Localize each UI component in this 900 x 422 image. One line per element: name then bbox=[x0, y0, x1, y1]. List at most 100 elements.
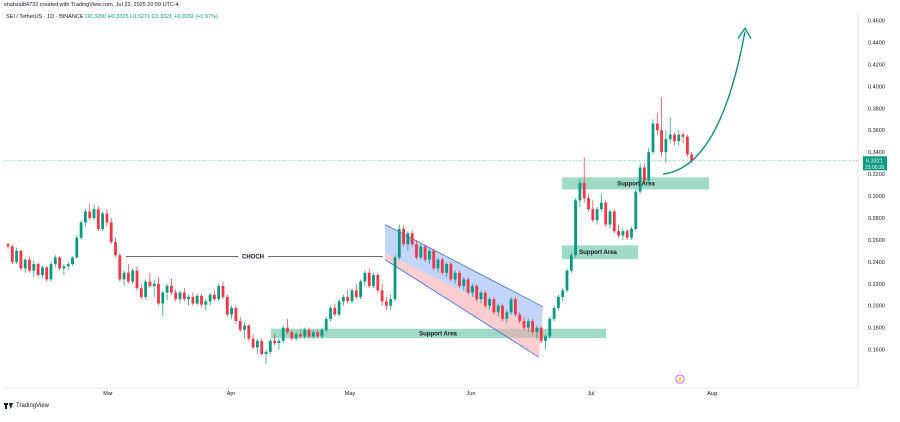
candle-body bbox=[62, 266, 66, 269]
author-line: shahzaib4732 created with TradingView.co… bbox=[4, 2, 179, 8]
candle-body bbox=[260, 340, 264, 354]
candle-body bbox=[458, 272, 461, 286]
candle-body bbox=[238, 321, 242, 330]
y-tick-label: 0.2400 bbox=[868, 260, 885, 266]
candle-body bbox=[423, 246, 427, 260]
candle-body bbox=[41, 267, 44, 276]
candle-body bbox=[612, 211, 616, 232]
candle-body bbox=[170, 285, 173, 293]
candle-body bbox=[19, 250, 23, 269]
candle-body bbox=[410, 233, 414, 245]
candle-body bbox=[453, 272, 457, 280]
candle-body bbox=[286, 327, 289, 333]
candle-body bbox=[251, 338, 255, 348]
support-zones bbox=[271, 177, 709, 339]
candle-body bbox=[217, 285, 221, 300]
support-zone-high-label: Support Area bbox=[617, 181, 655, 187]
candle-body bbox=[415, 244, 418, 258]
y-tick-label: 0.1800 bbox=[868, 326, 885, 332]
candle-body bbox=[638, 167, 642, 192]
candle-body bbox=[471, 285, 474, 293]
candle-body bbox=[10, 246, 14, 262]
candle-body bbox=[526, 321, 530, 328]
candle-body bbox=[561, 290, 565, 297]
candle-body bbox=[234, 307, 238, 322]
candle-body bbox=[32, 264, 36, 271]
candle-body bbox=[23, 259, 27, 269]
candle-body bbox=[178, 292, 182, 300]
candle-body bbox=[432, 250, 436, 269]
x-tick-label: Apr bbox=[227, 391, 236, 397]
candle-body bbox=[496, 305, 500, 313]
candle-body bbox=[49, 264, 53, 280]
candle-body bbox=[131, 270, 135, 282]
support-zone-high bbox=[562, 177, 709, 190]
candle-body bbox=[462, 279, 466, 286]
channel-lower-band bbox=[385, 253, 541, 358]
ohlc-values: O0.3290 H0.3325 L0.3271 C0.3321 +0.0032 … bbox=[85, 14, 218, 20]
candle-body bbox=[604, 202, 608, 225]
tradingview-logo[interactable]: TradingView bbox=[4, 403, 49, 409]
tradingview-icon bbox=[4, 403, 13, 409]
candle-body bbox=[397, 228, 401, 258]
candle-body bbox=[634, 191, 638, 229]
candle-body bbox=[157, 283, 160, 304]
candle-body bbox=[350, 290, 354, 302]
candle-body bbox=[681, 134, 685, 137]
candle-body bbox=[79, 222, 83, 238]
candle-body bbox=[148, 281, 152, 286]
choch-label: CHOCH bbox=[242, 254, 264, 260]
countdown-label: 23:00:30 bbox=[865, 165, 885, 171]
x-tick-label: Jul bbox=[587, 391, 594, 397]
candle-body bbox=[208, 294, 212, 302]
candle-body bbox=[324, 318, 328, 330]
candle-body bbox=[582, 182, 586, 199]
candle-body bbox=[144, 281, 147, 297]
projection-arrow bbox=[662, 31, 746, 175]
x-tick-label: Jun bbox=[467, 391, 476, 397]
support-zone-mid-label: Support Area bbox=[579, 250, 617, 256]
candle-body bbox=[182, 292, 186, 300]
candle-body bbox=[372, 275, 375, 286]
candle-body bbox=[621, 231, 625, 236]
candle-body bbox=[544, 336, 547, 341]
candle-body bbox=[591, 209, 595, 221]
candle-body bbox=[664, 138, 668, 153]
candle-body bbox=[307, 329, 311, 337]
candle-body bbox=[75, 237, 79, 258]
candle-body bbox=[320, 329, 324, 337]
candle-body bbox=[127, 272, 130, 282]
candle-body bbox=[522, 321, 526, 328]
candle-body bbox=[268, 340, 272, 352]
candle-body bbox=[165, 285, 169, 293]
candle-body bbox=[445, 264, 448, 273]
candle-body bbox=[243, 325, 246, 330]
y-tick-label: 0.4000 bbox=[868, 84, 885, 90]
candle-body bbox=[15, 250, 18, 262]
candle-body bbox=[380, 290, 384, 302]
candle-body bbox=[578, 182, 582, 201]
candle-body bbox=[385, 301, 388, 306]
candle-body bbox=[548, 318, 552, 337]
candle-body bbox=[122, 272, 126, 280]
candle-body bbox=[333, 307, 337, 315]
y-tick-label: 0.3400 bbox=[868, 150, 885, 156]
x-tick-label: Aug bbox=[707, 391, 717, 397]
candle-body bbox=[505, 312, 509, 319]
axes: 0.4600 0.4400 0.4200 0.4000 0.3800 0.3600 0.34… bbox=[4, 12, 887, 397]
candle-body bbox=[569, 255, 573, 271]
candle-body bbox=[376, 275, 380, 291]
current-price-label: 0.3321 bbox=[866, 158, 883, 164]
candle-body bbox=[651, 123, 655, 153]
candle-body bbox=[118, 255, 122, 280]
candle-body bbox=[557, 296, 560, 308]
candle-body bbox=[363, 272, 367, 282]
candle-body bbox=[617, 231, 620, 236]
x-tick-label: Mar bbox=[103, 391, 113, 397]
candle-body bbox=[6, 244, 10, 247]
candle-body bbox=[135, 270, 139, 289]
candle-body bbox=[552, 307, 556, 319]
symbol-name: SEI / TetherUS · 1D · BINANCE bbox=[6, 14, 84, 20]
overlay-annotations: Support Area Support Area Support Area CHOC… bbox=[4, 26, 858, 384]
